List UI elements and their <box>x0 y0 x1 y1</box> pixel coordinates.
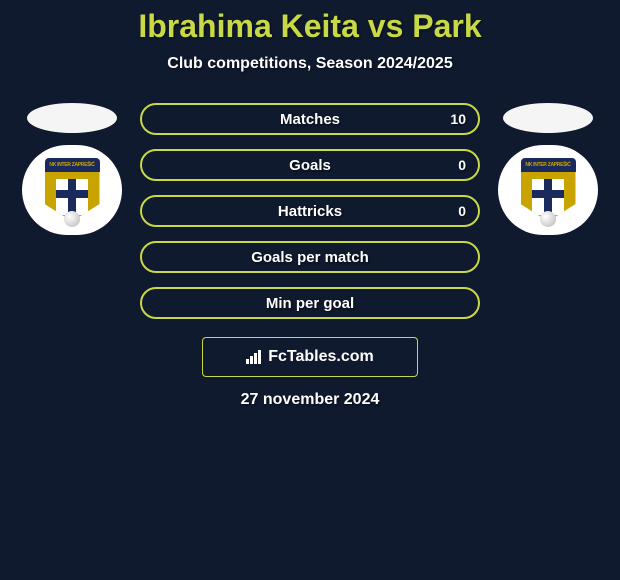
stat-label: Min per goal <box>266 295 354 312</box>
footer-date: 27 november 2024 <box>0 391 620 409</box>
stat-bar-hattricks: Hattricks 0 <box>140 195 480 227</box>
cross-horizontal <box>56 190 88 198</box>
stats-column: Matches 10 Goals 0 Hattricks 0 Goals per… <box>140 103 480 319</box>
shield-top-text: NK INTER ZAPREŠIĆ <box>45 158 100 172</box>
player-left-column: NK INTER ZAPREŠIĆ <box>22 103 122 235</box>
player-right-avatar <box>503 103 593 133</box>
shield-icon: NK INTER ZAPREŠIĆ <box>45 158 100 223</box>
stat-right-value: 0 <box>458 203 466 219</box>
stat-label: Goals per match <box>251 249 369 266</box>
player-right-column: NK INTER ZAPREŠIĆ <box>498 103 598 235</box>
shield-top-text: NK INTER ZAPREŠIĆ <box>521 158 576 172</box>
ball-icon <box>540 211 556 227</box>
watermark: FcTables.com <box>202 337 418 377</box>
stat-label: Matches <box>280 111 340 128</box>
shield-icon: NK INTER ZAPREŠIĆ <box>521 158 576 223</box>
stat-label: Goals <box>289 157 331 174</box>
cross-horizontal <box>532 190 564 198</box>
page-title: Ibrahima Keita vs Park <box>0 8 620 45</box>
infographic-container: Ibrahima Keita vs Park Club competitions… <box>0 0 620 409</box>
stat-bar-goals-per-match: Goals per match <box>140 241 480 273</box>
shield-inner <box>56 179 88 215</box>
comparison-row: NK INTER ZAPREŠIĆ Matches 10 <box>0 103 620 319</box>
stat-bar-matches: Matches 10 <box>140 103 480 135</box>
stat-bar-goals: Goals 0 <box>140 149 480 181</box>
club-badge-left: NK INTER ZAPREŠIĆ <box>22 145 122 235</box>
club-badge-right: NK INTER ZAPREŠIĆ <box>498 145 598 235</box>
bar-chart-icon <box>246 350 264 364</box>
watermark-text: FcTables.com <box>268 348 374 366</box>
stat-right-value: 10 <box>450 111 466 127</box>
page-subtitle: Club competitions, Season 2024/2025 <box>0 55 620 73</box>
player-left-avatar <box>27 103 117 133</box>
stat-label: Hattricks <box>278 203 342 220</box>
ball-icon <box>64 211 80 227</box>
shield-inner <box>532 179 564 215</box>
stat-bar-min-per-goal: Min per goal <box>140 287 480 319</box>
stat-right-value: 0 <box>458 157 466 173</box>
